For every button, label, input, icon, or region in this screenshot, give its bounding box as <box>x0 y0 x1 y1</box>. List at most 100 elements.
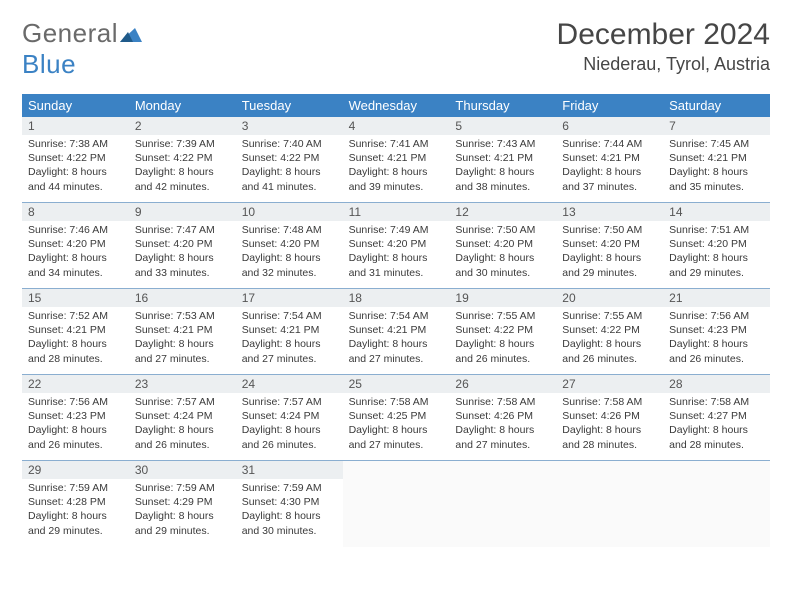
sunrise-line: Sunrise: 7:52 AM <box>28 309 123 323</box>
day-details: Sunrise: 7:58 AMSunset: 4:27 PMDaylight:… <box>663 393 770 458</box>
sunset-line: Sunset: 4:21 PM <box>135 323 230 337</box>
sunrise-line: Sunrise: 7:54 AM <box>349 309 444 323</box>
day-number: 8 <box>22 203 129 221</box>
sunset-line: Sunset: 4:20 PM <box>349 237 444 251</box>
sunset-line: Sunset: 4:22 PM <box>28 151 123 165</box>
sunset-line: Sunset: 4:20 PM <box>242 237 337 251</box>
calendar-cell: 29Sunrise: 7:59 AMSunset: 4:28 PMDayligh… <box>22 461 129 547</box>
calendar-cell: 30Sunrise: 7:59 AMSunset: 4:29 PMDayligh… <box>129 461 236 547</box>
day-number: 31 <box>236 461 343 479</box>
day-header: Friday <box>556 94 663 117</box>
day-number: 25 <box>343 375 450 393</box>
sunset-line: Sunset: 4:20 PM <box>135 237 230 251</box>
calendar-cell: 19Sunrise: 7:55 AMSunset: 4:22 PMDayligh… <box>449 289 556 375</box>
day-details: Sunrise: 7:56 AMSunset: 4:23 PMDaylight:… <box>663 307 770 372</box>
sunset-line: Sunset: 4:22 PM <box>562 323 657 337</box>
calendar-cell: 12Sunrise: 7:50 AMSunset: 4:20 PMDayligh… <box>449 203 556 289</box>
day-details: Sunrise: 7:49 AMSunset: 4:20 PMDaylight:… <box>343 221 450 286</box>
day-details: Sunrise: 7:46 AMSunset: 4:20 PMDaylight:… <box>22 221 129 286</box>
day-number: 1 <box>22 117 129 135</box>
sunset-line: Sunset: 4:26 PM <box>562 409 657 423</box>
sunset-line: Sunset: 4:29 PM <box>135 495 230 509</box>
daylight-line: Daylight: 8 hours and 28 minutes. <box>28 337 123 365</box>
sunrise-line: Sunrise: 7:59 AM <box>135 481 230 495</box>
day-header: Saturday <box>663 94 770 117</box>
calendar-cell: 1Sunrise: 7:38 AMSunset: 4:22 PMDaylight… <box>22 117 129 203</box>
daylight-line: Daylight: 8 hours and 30 minutes. <box>455 251 550 279</box>
calendar-cell: 10Sunrise: 7:48 AMSunset: 4:20 PMDayligh… <box>236 203 343 289</box>
day-details: Sunrise: 7:59 AMSunset: 4:29 PMDaylight:… <box>129 479 236 544</box>
daylight-line: Daylight: 8 hours and 38 minutes. <box>455 165 550 193</box>
day-number: 12 <box>449 203 556 221</box>
sunrise-line: Sunrise: 7:58 AM <box>455 395 550 409</box>
sunset-line: Sunset: 4:24 PM <box>135 409 230 423</box>
day-details: Sunrise: 7:58 AMSunset: 4:25 PMDaylight:… <box>343 393 450 458</box>
day-number: 2 <box>129 117 236 135</box>
sunset-line: Sunset: 4:21 PM <box>28 323 123 337</box>
sunset-line: Sunset: 4:20 PM <box>562 237 657 251</box>
daylight-line: Daylight: 8 hours and 34 minutes. <box>28 251 123 279</box>
sunset-line: Sunset: 4:21 PM <box>242 323 337 337</box>
calendar-cell: 4Sunrise: 7:41 AMSunset: 4:21 PMDaylight… <box>343 117 450 203</box>
day-details: Sunrise: 7:55 AMSunset: 4:22 PMDaylight:… <box>556 307 663 372</box>
daylight-line: Daylight: 8 hours and 41 minutes. <box>242 165 337 193</box>
daylight-line: Daylight: 8 hours and 26 minutes. <box>135 423 230 451</box>
sunrise-line: Sunrise: 7:44 AM <box>562 137 657 151</box>
sunrise-line: Sunrise: 7:55 AM <box>455 309 550 323</box>
calendar-cell: 26Sunrise: 7:58 AMSunset: 4:26 PMDayligh… <box>449 375 556 461</box>
sunrise-line: Sunrise: 7:40 AM <box>242 137 337 151</box>
calendar-cell: 18Sunrise: 7:54 AMSunset: 4:21 PMDayligh… <box>343 289 450 375</box>
sunrise-line: Sunrise: 7:59 AM <box>242 481 337 495</box>
daylight-line: Daylight: 8 hours and 26 minutes. <box>28 423 123 451</box>
sunrise-line: Sunrise: 7:46 AM <box>28 223 123 237</box>
day-details: Sunrise: 7:56 AMSunset: 4:23 PMDaylight:… <box>22 393 129 458</box>
day-details: Sunrise: 7:58 AMSunset: 4:26 PMDaylight:… <box>449 393 556 458</box>
sunrise-line: Sunrise: 7:57 AM <box>135 395 230 409</box>
daylight-line: Daylight: 8 hours and 26 minutes. <box>242 423 337 451</box>
sunrise-line: Sunrise: 7:50 AM <box>562 223 657 237</box>
sunrise-line: Sunrise: 7:48 AM <box>242 223 337 237</box>
day-number: 17 <box>236 289 343 307</box>
calendar-cell: 21Sunrise: 7:56 AMSunset: 4:23 PMDayligh… <box>663 289 770 375</box>
daylight-line: Daylight: 8 hours and 30 minutes. <box>242 509 337 537</box>
sunset-line: Sunset: 4:27 PM <box>669 409 764 423</box>
daylight-line: Daylight: 8 hours and 39 minutes. <box>349 165 444 193</box>
sunrise-line: Sunrise: 7:47 AM <box>135 223 230 237</box>
day-details: Sunrise: 7:39 AMSunset: 4:22 PMDaylight:… <box>129 135 236 200</box>
daylight-line: Daylight: 8 hours and 28 minutes. <box>669 423 764 451</box>
location-label: Niederau, Tyrol, Austria <box>557 54 770 75</box>
calendar-cell: .. <box>663 461 770 547</box>
calendar-cell: 24Sunrise: 7:57 AMSunset: 4:24 PMDayligh… <box>236 375 343 461</box>
logo-text: General Blue <box>22 18 142 80</box>
sunrise-line: Sunrise: 7:58 AM <box>669 395 764 409</box>
daylight-line: Daylight: 8 hours and 28 minutes. <box>562 423 657 451</box>
daylight-line: Daylight: 8 hours and 29 minutes. <box>669 251 764 279</box>
sunrise-line: Sunrise: 7:43 AM <box>455 137 550 151</box>
calendar-cell: 31 Sunrise: 7:59 AMSunset: 4:30 PMDayligh… <box>236 461 343 547</box>
day-number: 11 <box>343 203 450 221</box>
page-title: December 2024 <box>557 18 770 52</box>
sunset-line: Sunset: 4:21 PM <box>349 323 444 337</box>
day-number: 21 <box>663 289 770 307</box>
day-number: 14 <box>663 203 770 221</box>
day-details: Sunrise: 7:40 AMSunset: 4:22 PMDaylight:… <box>236 135 343 200</box>
day-details: Sunrise: 7:44 AMSunset: 4:21 PMDaylight:… <box>556 135 663 200</box>
sunset-line: Sunset: 4:30 PM <box>242 495 337 509</box>
day-details: Sunrise: 7:41 AMSunset: 4:21 PMDaylight:… <box>343 135 450 200</box>
day-number: 22 <box>22 375 129 393</box>
sunrise-line: Sunrise: 7:54 AM <box>242 309 337 323</box>
day-number: 3 <box>236 117 343 135</box>
calendar-cell: 5Sunrise: 7:43 AMSunset: 4:21 PMDaylight… <box>449 117 556 203</box>
calendar-cell: 8Sunrise: 7:46 AMSunset: 4:20 PMDaylight… <box>22 203 129 289</box>
day-number: 7 <box>663 117 770 135</box>
sunrise-line: Sunrise: 7:45 AM <box>669 137 764 151</box>
calendar-cell: 28Sunrise: 7:58 AMSunset: 4:27 PMDayligh… <box>663 375 770 461</box>
sunrise-line: Sunrise: 7:49 AM <box>349 223 444 237</box>
sunset-line: Sunset: 4:21 PM <box>455 151 550 165</box>
day-header: Sunday <box>22 94 129 117</box>
daylight-line: Daylight: 8 hours and 27 minutes. <box>349 337 444 365</box>
sunset-line: Sunset: 4:25 PM <box>349 409 444 423</box>
sunrise-line: Sunrise: 7:39 AM <box>135 137 230 151</box>
calendar-cell: 20Sunrise: 7:55 AMSunset: 4:22 PMDayligh… <box>556 289 663 375</box>
sunset-line: Sunset: 4:23 PM <box>28 409 123 423</box>
